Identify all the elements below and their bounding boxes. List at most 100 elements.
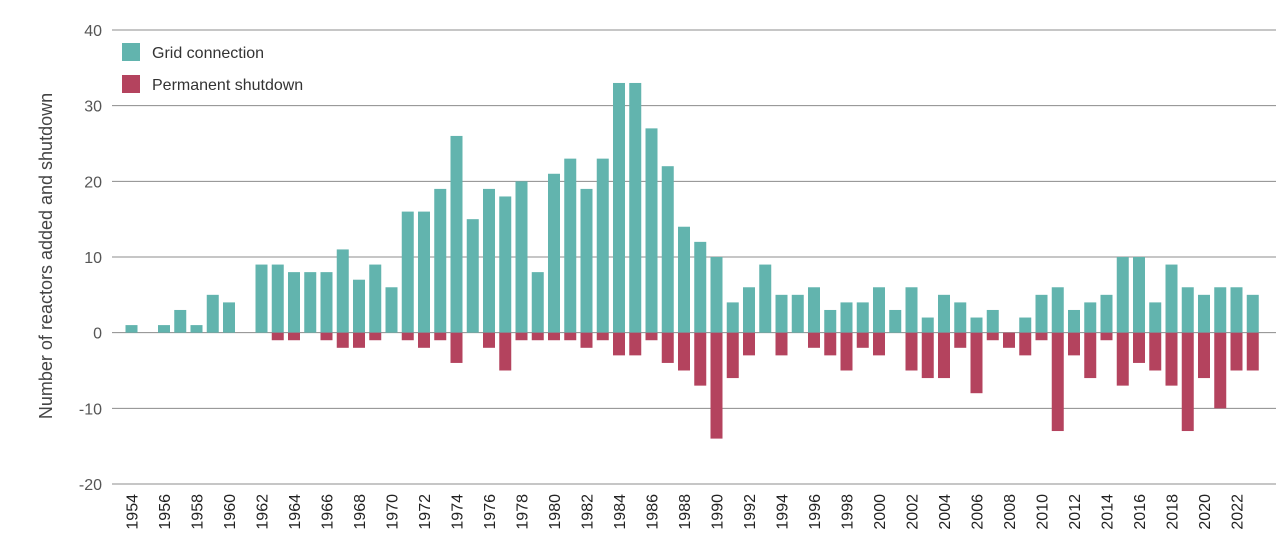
- x-tick-label: 2000: [872, 494, 889, 530]
- bar-grid-connection-1977: [499, 196, 512, 333]
- bar-permanent-shutdown-2017: [1149, 332, 1162, 371]
- bar-grid-connection-2012: [1068, 309, 1080, 333]
- bar-grid-connection-1980: [548, 173, 560, 333]
- bar-grid-connection-1975: [466, 219, 479, 333]
- x-tick-label: 1980: [547, 494, 564, 530]
- bar-permanent-shutdown-2003: [921, 332, 934, 379]
- x-tick-label: 1960: [222, 494, 239, 530]
- bar-permanent-shutdown-1973: [434, 332, 447, 341]
- x-tick-label: 2020: [1197, 494, 1214, 530]
- bar-permanent-shutdown-1992: [743, 332, 755, 356]
- bar-grid-connection-2018: [1165, 264, 1178, 333]
- bar-grid-connection-2015: [1116, 257, 1129, 333]
- x-tick-label: 1972: [417, 494, 434, 530]
- legend-swatch-grid-connection: [122, 43, 140, 61]
- bar-permanent-shutdown-1988: [678, 332, 690, 371]
- bar-permanent-shutdown-2015: [1116, 332, 1129, 386]
- bar-grid-connection-2017: [1149, 302, 1162, 333]
- x-tick-label: 1990: [710, 494, 727, 530]
- x-tick-label: 2004: [937, 494, 954, 530]
- bar-permanent-shutdown-2008: [1003, 332, 1015, 348]
- bar-grid-connection-1988: [678, 226, 690, 333]
- x-axis-ticks: 1954 1956 1958 1960 1962 1964 1966 1968 1970 1972…: [125, 494, 1247, 530]
- x-tick-label: 1964: [287, 494, 304, 530]
- y-tick-label: -10: [79, 401, 102, 418]
- legend-label-permanent-shutdown: Permanent shutdown: [152, 77, 303, 94]
- bar-grid-connection-1960: [223, 302, 235, 333]
- bar-permanent-shutdown-1986: [645, 332, 658, 341]
- bar-permanent-shutdown-1990: [710, 332, 723, 439]
- x-tick-label: 1998: [840, 494, 857, 530]
- bar-permanent-shutdown-1989: [694, 332, 707, 386]
- y-axis-ticks: -20 -10 0 10 20 30 40: [79, 23, 102, 494]
- x-tick-label: 1984: [612, 494, 629, 530]
- x-tick-label: 1978: [515, 494, 532, 530]
- bar-grid-connection-2021: [1214, 287, 1227, 333]
- bar-grid-connection-2022: [1230, 287, 1243, 333]
- bar-grid-connection-1997: [824, 309, 837, 333]
- bar-grid-connection-1981: [564, 158, 577, 333]
- bar-permanent-shutdown-2011: [1051, 332, 1064, 432]
- bar-grid-connection-2023: [1246, 294, 1259, 333]
- bar-permanent-shutdown-1998: [840, 332, 853, 371]
- bar-grid-connection-1958: [190, 325, 203, 333]
- x-tick-label: 2016: [1132, 494, 1149, 530]
- bar-permanent-shutdown-2002: [905, 332, 918, 371]
- bar-grid-connection-1985: [629, 82, 642, 333]
- bar-permanent-shutdown-1982: [580, 332, 593, 348]
- gridlines: [112, 29, 1276, 485]
- x-tick-label: 1962: [255, 494, 272, 530]
- bar-grid-connection-1973: [434, 188, 447, 333]
- bar-permanent-shutdown-2004: [938, 332, 950, 379]
- bar-grid-connection-1991: [726, 302, 739, 333]
- bar-grid-connection-1999: [856, 302, 869, 333]
- bar-grid-connection-2007: [986, 309, 999, 333]
- y-tick-label: -20: [79, 477, 102, 494]
- bar-permanent-shutdown-1997: [824, 332, 837, 356]
- bar-permanent-shutdown-1971: [401, 332, 414, 341]
- bar-grid-connection-1979: [531, 272, 544, 333]
- bar-grid-connection-1959: [206, 294, 219, 333]
- bar-grid-connection-1962: [255, 264, 268, 333]
- bar-grid-connection-1963: [271, 264, 284, 333]
- y-tick-label: 30: [84, 99, 102, 116]
- y-tick-label: 40: [84, 23, 102, 40]
- bar-permanent-shutdown-1981: [564, 332, 577, 341]
- bar-grid-connection-2016: [1133, 257, 1145, 333]
- x-tick-label: 2022: [1230, 494, 1247, 530]
- bar-grid-connection-1969: [369, 264, 382, 333]
- x-tick-label: 1970: [385, 494, 402, 530]
- bar-grid-connection-1994: [775, 294, 788, 333]
- bar-permanent-shutdown-1969: [369, 332, 382, 341]
- x-tick-label: 1976: [482, 494, 499, 530]
- bar-grid-connection-2001: [889, 309, 902, 333]
- bar-permanent-shutdown-2022: [1230, 332, 1243, 371]
- bar-permanent-shutdown-1964: [288, 332, 300, 341]
- bar-grid-connection-2019: [1181, 287, 1194, 333]
- x-tick-label: 2010: [1035, 494, 1052, 530]
- x-tick-label: 1954: [125, 494, 142, 530]
- bar-permanent-shutdown-2014: [1100, 332, 1113, 341]
- x-tick-label: 1994: [775, 494, 792, 530]
- x-tick-label: 1956: [157, 494, 174, 530]
- bar-permanent-shutdown-2012: [1068, 332, 1080, 356]
- x-tick-label: 1986: [645, 494, 662, 530]
- x-tick-label: 2002: [905, 494, 922, 530]
- bar-grid-connection-2006: [970, 317, 983, 333]
- legend-label-grid-connection: Grid connection: [152, 45, 264, 62]
- bar-grid-connection-1998: [840, 302, 853, 333]
- bar-permanent-shutdown-2019: [1181, 332, 1194, 432]
- bar-permanent-shutdown-2016: [1133, 332, 1145, 363]
- y-axis-title: Number of reactors added and shutdown: [36, 93, 56, 419]
- x-tick-label: 2008: [1002, 494, 1019, 530]
- bar-permanent-shutdown-1977: [499, 332, 512, 371]
- bar-grid-connection-2002: [905, 287, 918, 333]
- bar-grid-connection-1956: [158, 325, 170, 333]
- bar-grid-connection-1995: [791, 294, 804, 333]
- bar-grid-connection-1996: [808, 287, 820, 333]
- bar-grid-connection-1983: [596, 158, 609, 333]
- bar-permanent-shutdown-1966: [320, 332, 333, 341]
- bar-grid-connection-2009: [1019, 317, 1032, 333]
